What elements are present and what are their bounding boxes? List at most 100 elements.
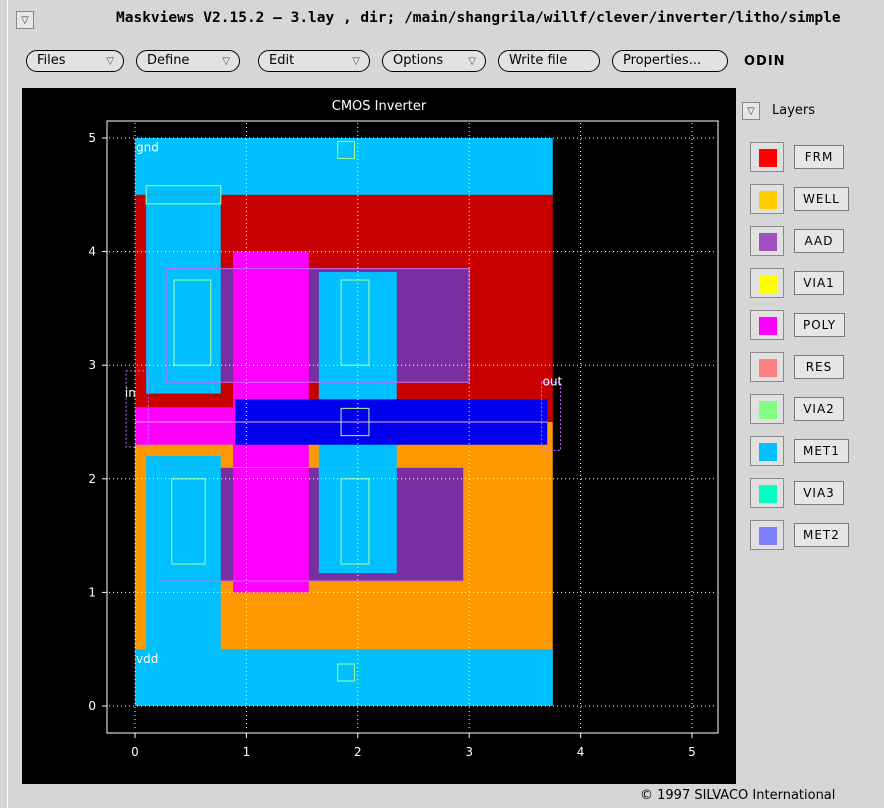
layout-canvas[interactable]: CMOS Inverter 0 1 2 3 4 5 0 1 2 3 4 5 gnd vdd in out — [22, 88, 736, 784]
copyright-notice: © 1997 SILVACO International — [640, 788, 836, 803]
layer-name-button[interactable]: MET1 — [794, 439, 849, 463]
y-tick-label: 5 — [88, 131, 96, 145]
write-file-button[interactable]: Write file — [498, 50, 600, 72]
layer-swatch — [759, 149, 777, 167]
define-menu-button[interactable]: Define ▽ — [136, 50, 240, 72]
contact-outline — [171, 478, 206, 565]
title-bar: ▽ Maskviews V2.15.2 – 3.lay , dir; /main… — [8, 8, 884, 35]
layer-shape-met1[interactable] — [146, 194, 221, 394]
layer-row-met1: MET1 — [750, 436, 884, 466]
layer-name-button[interactable]: POLY — [794, 313, 846, 337]
y-tick-label: 2 — [88, 472, 96, 486]
layer-row-poly: POLY — [750, 310, 884, 340]
options-menu-button[interactable]: Options ▽ — [382, 50, 486, 72]
layer-color-button[interactable] — [750, 352, 784, 382]
properties-button[interactable]: Properties... — [612, 50, 728, 72]
layer-row-aad: AAD — [750, 226, 884, 256]
layer-color-button[interactable] — [750, 142, 784, 172]
contact-outline — [145, 185, 222, 205]
aad-outline — [159, 466, 465, 582]
layer-swatch — [759, 359, 777, 377]
layer-name-button[interactable]: VIA2 — [794, 397, 844, 421]
layer-color-button[interactable] — [750, 310, 784, 340]
layer-color-button[interactable] — [750, 268, 784, 298]
layer-color-button[interactable] — [750, 478, 784, 508]
dropdown-triangle-icon: ▽ — [352, 56, 360, 67]
net-label-vdd: vdd — [136, 652, 158, 666]
layer-swatch — [759, 191, 777, 209]
layer-shape-poly[interactable] — [135, 407, 239, 445]
x-tick-label: 1 — [243, 745, 251, 759]
y-tick-label: 1 — [88, 585, 96, 599]
edit-menu-label: Edit — [269, 53, 295, 68]
layers-toggle-button[interactable]: ▽ — [742, 102, 760, 120]
net-label-out: out — [543, 375, 563, 389]
layer-swatch — [759, 443, 777, 461]
x-tick-label: 3 — [465, 745, 473, 759]
layout-plot[interactable]: CMOS Inverter 0 1 2 3 4 5 0 1 2 3 4 5 gnd vdd in out — [22, 88, 736, 784]
window-menu-button[interactable]: ▽ — [16, 11, 34, 29]
layer-row-met2: MET2 — [750, 520, 884, 550]
layer-row-well: WELL — [750, 184, 884, 214]
layer-color-button[interactable] — [750, 436, 784, 466]
files-menu-label: Files — [37, 53, 66, 68]
contact-outline — [340, 279, 370, 366]
plot-title: CMOS Inverter — [332, 99, 427, 114]
layer-name-button[interactable]: RES — [794, 355, 844, 379]
aad-outline — [165, 268, 470, 383]
layer-swatch — [759, 401, 777, 419]
contact-outline — [173, 279, 212, 366]
edit-menu-button[interactable]: Edit ▽ — [258, 50, 370, 72]
layer-name-button[interactable]: MET2 — [794, 523, 849, 547]
layer-row-frm: FRM — [750, 142, 884, 172]
x-tick-label: 5 — [688, 745, 696, 759]
layer-row-via2: VIA2 — [750, 394, 884, 424]
layer-name-button[interactable]: AAD — [794, 229, 844, 253]
dropdown-triangle-icon: ▽ — [468, 56, 476, 67]
out-pin-outline — [541, 381, 562, 451]
host-label: ODIN — [744, 54, 786, 69]
contact-outline — [337, 140, 355, 159]
layer-color-button[interactable] — [750, 184, 784, 214]
layer-shape-met1[interactable] — [135, 649, 553, 706]
x-tick-label: 4 — [577, 745, 585, 759]
dropdown-triangle-icon: ▽ — [106, 56, 114, 67]
contact-outline — [340, 478, 370, 565]
toolbar: Files ▽ Define ▽ Edit ▽ Options ▽ Write … — [8, 34, 884, 84]
net-label-gnd: gnd — [136, 141, 159, 155]
window-left-border — [0, 0, 8, 808]
layers-panel: ▽ Layers FRM WELL AAD VIA1 POLY RES VIA2 MET1 VI… — [736, 88, 884, 784]
layer-color-button[interactable] — [750, 394, 784, 424]
layer-swatch — [759, 275, 777, 293]
net-label-in: in — [125, 386, 136, 400]
y-tick-label: 3 — [88, 358, 96, 372]
layer-swatch — [759, 233, 777, 251]
contact-outline — [337, 663, 355, 682]
layer-swatch — [759, 527, 777, 545]
plot-frame — [106, 120, 719, 734]
define-menu-label: Define — [147, 53, 190, 68]
window-title: Maskviews V2.15.2 – 3.lay , dir; /main/s… — [116, 10, 841, 26]
layer-shape-met1[interactable] — [146, 456, 221, 650]
y-tick-label: 0 — [88, 699, 96, 713]
layer-name-button[interactable]: VIA1 — [794, 271, 844, 295]
layer-name-button[interactable]: WELL — [794, 187, 849, 211]
layer-color-button[interactable] — [750, 226, 784, 256]
layers-title: Layers — [772, 103, 816, 118]
layer-swatch — [759, 317, 777, 335]
y-tick-label: 4 — [88, 245, 96, 259]
layer-row-via3: VIA3 — [750, 478, 884, 508]
layer-color-button[interactable] — [750, 520, 784, 550]
layer-row-via1: VIA1 — [750, 268, 884, 298]
layer-shape-met1[interactable] — [135, 138, 553, 195]
x-tick-label: 2 — [354, 745, 362, 759]
files-menu-button[interactable]: Files ▽ — [26, 50, 124, 72]
layer-row-res: RES — [750, 352, 884, 382]
in-pin-outline — [125, 370, 149, 448]
dropdown-triangle-icon: ▽ — [222, 56, 230, 67]
x-tick-label: 0 — [131, 745, 139, 759]
layer-name-button[interactable]: FRM — [794, 145, 844, 169]
layer-swatch — [759, 485, 777, 503]
layer-name-button[interactable]: VIA3 — [794, 481, 844, 505]
